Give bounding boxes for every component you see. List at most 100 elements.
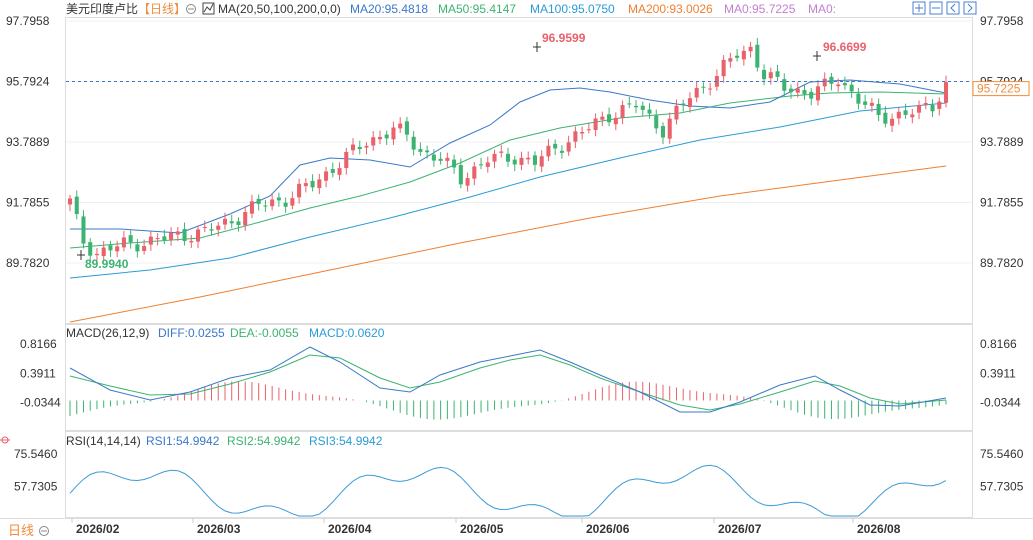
candle-body xyxy=(377,136,382,140)
candle-body xyxy=(216,225,221,230)
price-tick-left: 95.7924 xyxy=(6,75,50,89)
candle-body xyxy=(81,216,86,244)
rsi-header: RSI(14,14,14) RSI1:54.9942 RSI2:54.9942 … xyxy=(0,434,383,448)
macd-lines xyxy=(69,346,947,413)
candle-body xyxy=(782,79,787,91)
candle-body xyxy=(357,146,362,150)
candle-body xyxy=(492,153,497,162)
candle-body xyxy=(169,232,174,240)
high-label-2: 96.6699 xyxy=(823,40,867,54)
grid-right-icon[interactable] xyxy=(963,1,977,15)
candle-body xyxy=(411,136,416,150)
grid-minus-icon[interactable] xyxy=(929,1,943,15)
candle-body xyxy=(768,72,773,79)
candle-body xyxy=(890,118,895,126)
ma50-line xyxy=(69,91,947,249)
candle-body xyxy=(499,151,504,153)
candle-body xyxy=(67,198,73,205)
candle-body xyxy=(580,131,585,134)
candle-body xyxy=(694,88,699,98)
ma0-value-2: MA0: xyxy=(808,2,836,16)
candle-body xyxy=(856,93,861,104)
candle-body xyxy=(115,246,120,252)
candle-body xyxy=(297,183,302,198)
rsi-tick-right: 75.5460 xyxy=(980,447,1024,461)
high-annotation-2: 96.6699 xyxy=(813,40,867,61)
candle-body xyxy=(101,247,106,257)
circle-minus-icon[interactable] xyxy=(39,526,49,536)
date-label: 2026/03 xyxy=(197,522,241,536)
candle-body xyxy=(317,179,322,189)
candle-body xyxy=(182,229,187,242)
grid-line-icon[interactable] xyxy=(202,2,215,15)
candle-body xyxy=(270,199,275,207)
date-label: 2026/06 xyxy=(586,522,630,536)
candle-body xyxy=(593,118,598,131)
price-tick-right: 97.7958 xyxy=(980,14,1024,28)
candle-body xyxy=(647,109,652,114)
grid-left-icon[interactable] xyxy=(946,1,960,15)
date-label: 2026/07 xyxy=(718,522,762,536)
circle-minus-icon[interactable] xyxy=(186,4,196,14)
candle-body xyxy=(310,180,315,188)
ma0-value: MA0:95.7225 xyxy=(724,2,796,16)
candle-body xyxy=(532,155,537,165)
low-annotation: 89.9940 xyxy=(77,250,129,271)
candle-body xyxy=(627,103,632,105)
candle-body xyxy=(196,229,201,242)
candle-body xyxy=(586,129,591,131)
candle-body xyxy=(364,145,369,148)
price-tick-left: 97.7958 xyxy=(6,14,50,28)
candle-body xyxy=(505,153,511,162)
candle-body xyxy=(128,235,133,243)
candle-body xyxy=(842,83,847,86)
macd-axis: 0.8166 0.8166 0.3911 0.3911 -0.0344 -0.0344 xyxy=(20,337,1021,410)
crosshair-icon[interactable] xyxy=(0,436,10,444)
candle-body xyxy=(620,105,625,118)
ma200-value: MA200:93.0026 xyxy=(628,2,713,16)
candle-body xyxy=(566,142,571,152)
candle-body xyxy=(94,253,99,256)
candle-body xyxy=(108,245,113,251)
price-tick-left: 89.7820 xyxy=(6,256,50,270)
footer-period-label[interactable]: 日线 xyxy=(8,523,34,538)
candle-body xyxy=(539,156,544,167)
candle-body xyxy=(479,164,484,166)
candle-body xyxy=(654,115,659,129)
candle-body xyxy=(849,84,854,92)
candle-body xyxy=(391,127,396,140)
candle-body xyxy=(303,183,308,187)
current-price-label: 95.7225 xyxy=(977,82,1021,96)
candle-body xyxy=(923,102,928,105)
candle-body xyxy=(869,102,874,106)
candle-body xyxy=(458,165,463,185)
period-label[interactable]: 【日线】 xyxy=(138,2,186,16)
ma50-value: MA50:95.4147 xyxy=(438,2,516,16)
candle-body xyxy=(485,162,490,168)
candle-body xyxy=(189,240,194,243)
candlesticks xyxy=(67,38,949,263)
candle-body xyxy=(142,246,147,251)
candle-body xyxy=(418,149,423,152)
macd-dea-line xyxy=(69,354,947,411)
candle-body xyxy=(344,151,349,169)
chart-header: 美元印度卢比 【日线】 MA(20,50,100,200,0,0) MA20:9… xyxy=(66,1,977,16)
date-label: 2026/05 xyxy=(460,522,504,536)
candle-body xyxy=(546,145,551,157)
candle-body xyxy=(175,231,180,235)
candle-body xyxy=(681,103,686,105)
candle-body xyxy=(290,198,295,206)
candle-body xyxy=(910,114,915,118)
candle-body xyxy=(701,86,706,88)
macd-header: MACD(26,12,9) DIFF:0.0255 DEA:-0.0055 MA… xyxy=(66,326,385,340)
ma100-line xyxy=(69,102,947,279)
candle-body xyxy=(243,212,248,226)
grid-plus-icon[interactable] xyxy=(912,1,926,15)
candle-body xyxy=(445,157,450,161)
rsi-tick-right: 57.7305 xyxy=(980,480,1024,494)
candle-body xyxy=(930,104,935,112)
candle-body xyxy=(371,137,376,146)
ma-lines xyxy=(69,79,947,323)
candle-body xyxy=(330,169,335,173)
candle-body xyxy=(863,101,868,105)
